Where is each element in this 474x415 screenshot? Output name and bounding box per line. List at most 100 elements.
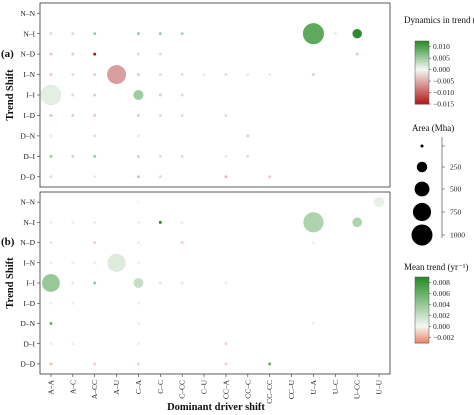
colorbar-tick-label: 0.000 xyxy=(433,322,450,331)
bubble-point xyxy=(136,200,140,204)
bubble-point xyxy=(49,52,53,56)
bubble-point xyxy=(93,261,97,265)
bubble-point xyxy=(180,32,184,36)
bubble-point xyxy=(40,84,62,106)
colorbar-band xyxy=(415,72,429,75)
panel-a: N–N N–I N–D I–N I–I I–D D–N D–I D–D Trend Shift (a… xyxy=(1,2,391,188)
bubble-point xyxy=(246,134,250,138)
size-legend-label: 750 xyxy=(450,208,462,217)
colorbar-band xyxy=(415,277,429,280)
colorbar-band xyxy=(415,56,429,59)
bubble-point xyxy=(49,362,53,366)
bubble-point xyxy=(93,241,97,245)
colorbar-band xyxy=(415,100,429,103)
colorbar-band xyxy=(415,102,429,105)
colorbar-band xyxy=(415,288,429,291)
bubble-point xyxy=(136,301,140,305)
bubble-point xyxy=(71,52,75,56)
colorbar-tick-label: 0.005 xyxy=(433,54,450,63)
y-tick-label: I–I xyxy=(26,91,35,100)
colorbar-band xyxy=(415,321,429,324)
plot-frame xyxy=(39,2,391,188)
colorbar-band xyxy=(415,52,429,55)
bubble-point xyxy=(136,175,140,179)
panel-label: (a) xyxy=(1,48,14,60)
y-tick-label: N–N xyxy=(20,9,35,18)
x-tick-label: U–U xyxy=(375,379,384,394)
y-tick-label: N–D xyxy=(20,238,35,247)
y-tick-label: I–I xyxy=(26,279,35,288)
bubble-point xyxy=(93,73,97,77)
colorbar-band xyxy=(415,323,429,326)
colorbar-band xyxy=(415,59,429,62)
bubble-point xyxy=(180,281,184,285)
bubble-point xyxy=(71,154,75,158)
legends-group: Dynamics in trend (yr⁻¹) 0.010 0.005 0.000 −… xyxy=(404,15,474,344)
colorbar-band xyxy=(415,80,429,83)
bubble-point xyxy=(180,73,184,77)
panel-label: (b) xyxy=(1,236,15,248)
bubble-point xyxy=(49,73,53,77)
bubble-point xyxy=(49,32,53,36)
bubble-point xyxy=(93,52,97,56)
colorbar-band xyxy=(415,291,429,294)
bubble-point xyxy=(224,73,228,77)
colorbar-band xyxy=(415,334,429,337)
bubble-point xyxy=(158,154,162,158)
bubble-point xyxy=(93,154,97,158)
bubble-point xyxy=(268,175,272,179)
colorbar-band xyxy=(415,300,429,303)
bubble-point xyxy=(106,64,127,85)
bubble-point xyxy=(180,241,184,245)
colorbar-band xyxy=(415,99,429,102)
y-tick-label: D–N xyxy=(20,131,35,140)
bubble-point xyxy=(49,113,53,117)
bubble-point xyxy=(224,113,228,117)
bubble-point xyxy=(93,220,97,224)
colorbar-band xyxy=(415,94,429,97)
bubble-point xyxy=(71,342,75,346)
bubble-point xyxy=(352,28,363,39)
colorbar-title: Mean trend (yr⁻¹) xyxy=(404,262,468,272)
bubble-point xyxy=(158,175,162,179)
colorbar-frame xyxy=(414,40,430,105)
bubble-point xyxy=(93,93,97,97)
bubble-point xyxy=(71,301,75,305)
bubble-point xyxy=(136,52,140,56)
colorbar-band xyxy=(415,298,429,301)
bubble-point xyxy=(136,154,140,158)
panel-b: N–N N–I N–D I–N I–I I–D D–N D–I D–D Trend Shift (b… xyxy=(1,191,391,404)
colorbar-band xyxy=(415,341,429,344)
colorbar-tick-label: −0.005 xyxy=(433,77,454,86)
bubble-point xyxy=(49,301,53,305)
bubble-point xyxy=(352,217,363,228)
bubble-point xyxy=(71,73,75,77)
colorbar-tick-label: 0.006 xyxy=(433,289,450,298)
colorbar-band xyxy=(415,42,429,45)
bubble-point xyxy=(158,73,162,77)
colorbar-band xyxy=(415,55,429,58)
colorbar-band xyxy=(415,285,429,288)
bubble-point xyxy=(71,261,75,265)
colorbar-band xyxy=(415,74,429,77)
y-tick-label: N–I xyxy=(23,218,35,227)
bubble-point xyxy=(136,220,140,224)
colorbar-band xyxy=(415,44,429,47)
colorbar-band xyxy=(415,48,429,51)
colorbar-band xyxy=(415,293,429,296)
x-tick-label: U–CC xyxy=(353,380,362,399)
panels-group: N–N N–I N–D I–N I–I I–D D–N D–I D–D Trend Shift (a… xyxy=(1,2,391,404)
bubble-point xyxy=(302,22,325,45)
colorbar-band xyxy=(415,41,429,44)
y-tick-label: N–D xyxy=(20,50,35,59)
bubble-point xyxy=(224,281,228,285)
bubble-point xyxy=(224,154,228,158)
colorbar-tick-label: −0.015 xyxy=(433,100,454,109)
bubble-point xyxy=(303,212,324,233)
colorbar-band xyxy=(415,92,429,96)
bubble-point xyxy=(224,342,228,346)
bubble-point xyxy=(268,362,272,366)
bubble-point xyxy=(158,113,162,117)
bubble-point xyxy=(180,93,184,97)
